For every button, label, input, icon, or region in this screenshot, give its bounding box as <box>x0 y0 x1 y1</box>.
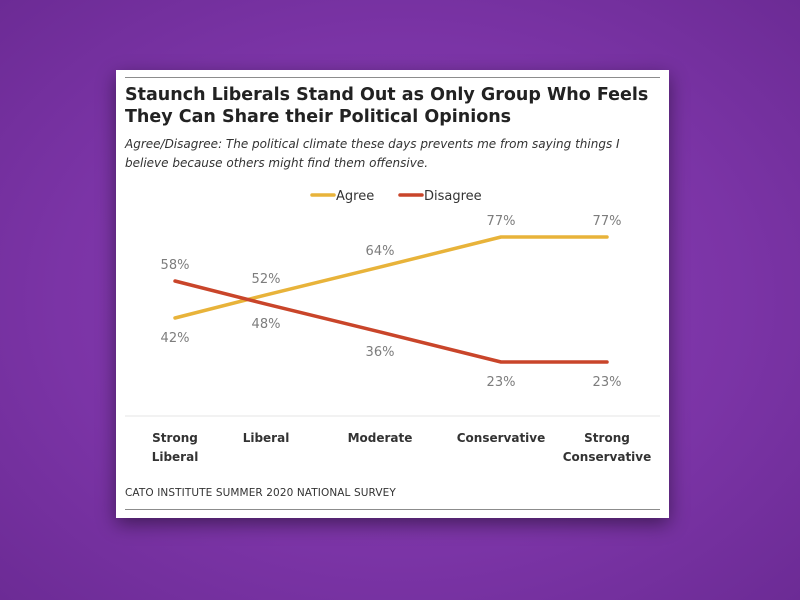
data-label-agree: 52% <box>252 272 281 287</box>
source-note: CATO INSTITUTE SUMMER 2020 NATIONAL SURV… <box>125 487 396 499</box>
data-label-agree: 42% <box>161 331 190 346</box>
x-tick-label: Strong <box>152 431 198 445</box>
x-tick-label: Liberal <box>243 431 290 445</box>
x-tick-label: Strong <box>584 431 630 445</box>
data-label-disagree: 23% <box>593 375 622 390</box>
chart-card: Staunch Liberals Stand Out as Only Group… <box>116 70 669 518</box>
x-tick-label: Moderate <box>348 431 413 445</box>
chart-subtitle: Agree/Disagree: The political climate th… <box>125 137 620 170</box>
series-line-agree <box>173 235 609 320</box>
legend-label-agree: Agree <box>336 189 374 204</box>
data-label-disagree: 23% <box>487 375 516 390</box>
x-tick-label: Liberal <box>152 450 199 464</box>
x-tick-label: Conservative <box>563 450 652 464</box>
line-chart: Agree Disagree 42% 52% 64% 77% 77% 58% 48% 36% 23%… <box>125 189 660 464</box>
data-label-agree: 64% <box>366 244 395 259</box>
bottom-rule <box>125 509 660 510</box>
series-line-disagree <box>173 279 609 364</box>
x-tick-label: Conservative <box>457 431 546 445</box>
data-label-disagree: 58% <box>161 258 190 273</box>
data-label-agree: 77% <box>593 214 622 229</box>
data-label-disagree: 48% <box>252 317 281 332</box>
data-label-disagree: 36% <box>366 345 395 360</box>
data-label-agree: 77% <box>487 214 516 229</box>
legend-label-disagree: Disagree <box>424 189 482 204</box>
chart-title: Staunch Liberals Stand Out as Only Group… <box>125 85 649 127</box>
top-rule <box>125 77 660 78</box>
